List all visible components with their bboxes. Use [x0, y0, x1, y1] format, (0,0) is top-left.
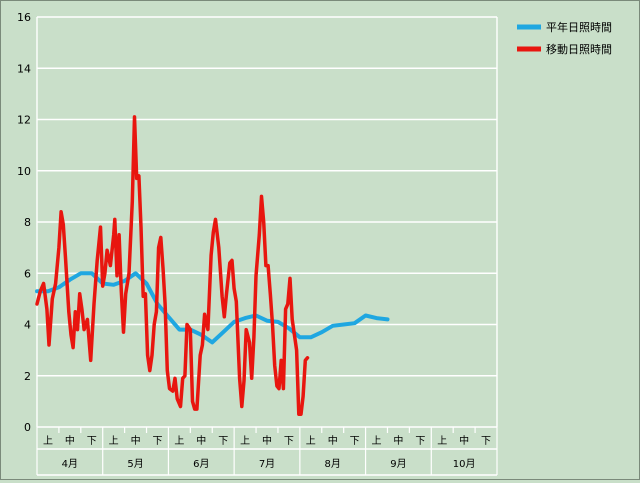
- month-label: 7月: [259, 458, 275, 470]
- decade-label: 上: [306, 435, 316, 447]
- y-tick-label: 6: [24, 267, 31, 280]
- y-tick-label: 2: [24, 370, 31, 383]
- decade-label: 下: [87, 436, 97, 447]
- decade-label: 下: [350, 436, 360, 447]
- month-label: 4月: [62, 458, 78, 470]
- series-line-2: [35, 115, 310, 416]
- month-label: 9月: [390, 458, 406, 470]
- y-tick-label: 0: [24, 421, 31, 434]
- decade-label: 中: [459, 434, 469, 447]
- y-tick-label: 14: [17, 62, 31, 75]
- y-tick-label: 16: [17, 11, 31, 24]
- decade-label: 中: [262, 434, 272, 447]
- month-label: 5月: [127, 458, 143, 470]
- decade-label: 中: [65, 434, 75, 447]
- decade-label: 上: [43, 435, 53, 447]
- legend-label: 移動日照時間: [546, 42, 612, 56]
- y-tick-label: 4: [24, 319, 31, 332]
- decade-label: 上: [174, 435, 184, 447]
- decade-label: 下: [218, 436, 228, 447]
- decade-label: 下: [481, 436, 491, 447]
- decade-label: 中: [393, 434, 403, 447]
- decade-label: 中: [131, 434, 141, 447]
- decade-label: 上: [109, 435, 119, 447]
- decade-label: 上: [437, 435, 447, 447]
- decade-label: 下: [415, 436, 425, 447]
- y-tick-label: 10: [17, 165, 31, 178]
- month-label: 8月: [325, 458, 341, 470]
- decade-label: 中: [328, 434, 338, 447]
- legend-label: 平年日照時間: [546, 20, 612, 34]
- y-tick-label: 12: [17, 114, 31, 127]
- decade-label: 下: [152, 436, 162, 447]
- decade-label: 上: [240, 435, 250, 447]
- y-tick-label: 8: [24, 216, 31, 229]
- decade-label: 上: [372, 435, 382, 447]
- decade-label: 下: [284, 436, 294, 447]
- month-label: 6月: [193, 458, 209, 470]
- month-label: 10月: [453, 458, 476, 470]
- decade-label: 中: [196, 434, 206, 447]
